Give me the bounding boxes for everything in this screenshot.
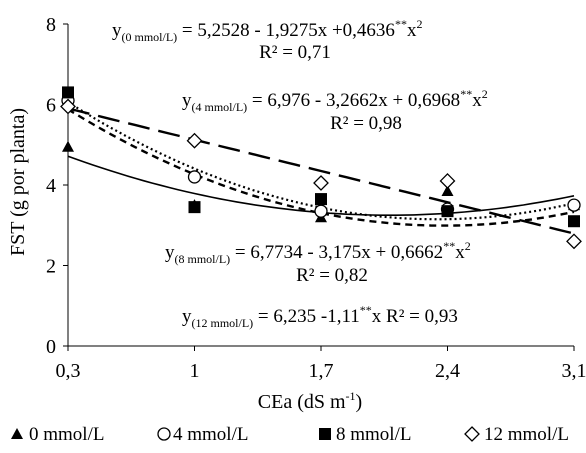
y-tick-label: 6 bbox=[46, 95, 56, 117]
equation-4mmol-r2: R² = 0,98 bbox=[330, 113, 402, 134]
svg-text:y(4 mmol/L) = 6,976 - 3,2662x: y(4 mmol/L) = 6,976 - 3,2662x + 0,6968**… bbox=[182, 87, 488, 114]
legend-label-12mmol: 12 mmol/L bbox=[484, 424, 569, 445]
legend-item-0mmol: 0 mmol/L bbox=[11, 424, 104, 445]
y-tick-label: 0 bbox=[46, 336, 56, 358]
legend-circle-icon bbox=[157, 427, 171, 441]
marker-diamond bbox=[313, 175, 329, 191]
marker-diamond bbox=[439, 173, 456, 189]
svg-text:y(0 mmol/L) = 5,2528 - 1,9275x: y(0 mmol/L) = 5,2528 - 1,9275x +0,4636**… bbox=[112, 17, 422, 44]
x-axis-title: CEa (dS m-1) bbox=[258, 389, 362, 413]
legend-item-12mmol: 12 mmol/L bbox=[464, 424, 569, 445]
axes: 0 2 4 6 8 0,3 1 1,7 2,4 3,1 bbox=[46, 14, 586, 382]
legend-label-0mmol: 0 mmol/L bbox=[29, 424, 104, 445]
legend-diamond-icon bbox=[464, 426, 480, 442]
marker-square bbox=[315, 193, 327, 206]
svg-text:y(8 mmol/L) = 6,7734 - 3,175x: y(8 mmol/L) = 6,7734 - 3,175x + 0,6662**… bbox=[165, 239, 471, 266]
svg-text:y(12 mmol/L) = 6,235 -1,11**x: y(12 mmol/L) = 6,235 -1,11**x R² = 0,93 bbox=[182, 303, 458, 330]
equation-4mmol: y(4 mmol/L) = 6,976 - 3,2662x + 0,6968**… bbox=[182, 87, 488, 134]
equation-0mmol: y(0 mmol/L) = 5,2528 - 1,9275x +0,4636**… bbox=[112, 17, 422, 63]
y-tick-label: 4 bbox=[46, 175, 56, 197]
marker-square bbox=[188, 201, 201, 214]
marker-square bbox=[441, 205, 454, 218]
x-tick-label: 3,1 bbox=[562, 360, 586, 382]
legend-triangle-icon bbox=[11, 428, 23, 439]
fit-curve-short-dash bbox=[67, 108, 575, 227]
fit-curve-long-dash bbox=[67, 107, 575, 235]
marker-diamond bbox=[186, 132, 203, 149]
legend-item-4mmol: 4 mmol/L bbox=[157, 424, 248, 445]
x-tick-label: 0,3 bbox=[56, 360, 81, 382]
data-markers bbox=[60, 86, 582, 250]
marker-diamond bbox=[60, 98, 76, 115]
marker-triangle bbox=[62, 140, 74, 152]
equation-8mmol-r2: R² = 0,82 bbox=[296, 265, 368, 286]
legend-square-icon bbox=[319, 428, 331, 440]
marker-square bbox=[62, 86, 74, 99]
legend-label-4mmol: 4 mmol/L bbox=[173, 424, 248, 445]
marker-circle bbox=[567, 198, 581, 212]
marker-diamond bbox=[566, 233, 582, 250]
y-tick-label: 8 bbox=[46, 14, 56, 36]
equation-0mmol-r2: R² = 0,71 bbox=[259, 42, 331, 63]
x-tick-label: 1 bbox=[190, 360, 200, 382]
equation-8mmol: y(8 mmol/L) = 6,7734 - 3,175x + 0,6662**… bbox=[165, 239, 471, 286]
marker-triangle bbox=[441, 185, 454, 197]
x-tick-label: 1,7 bbox=[309, 360, 334, 382]
marker-square bbox=[568, 215, 580, 228]
legend-label-8mmol: 8 mmol/L bbox=[336, 424, 411, 445]
legend-item-8mmol: 8 mmol/L bbox=[319, 424, 411, 445]
x-tick-label: 2,4 bbox=[435, 360, 460, 382]
y-axis-title: FST (g por planta) bbox=[7, 108, 29, 256]
marker-circle bbox=[314, 204, 328, 218]
equation-12mmol: y(12 mmol/L) = 6,235 -1,11**x R² = 0,93 bbox=[182, 303, 458, 330]
legend: 0 mmol/L 4 mmol/L 8 mmol/L 12 mmol/L bbox=[11, 424, 569, 445]
marker-circle bbox=[187, 170, 202, 184]
y-tick-label: 2 bbox=[46, 256, 56, 278]
